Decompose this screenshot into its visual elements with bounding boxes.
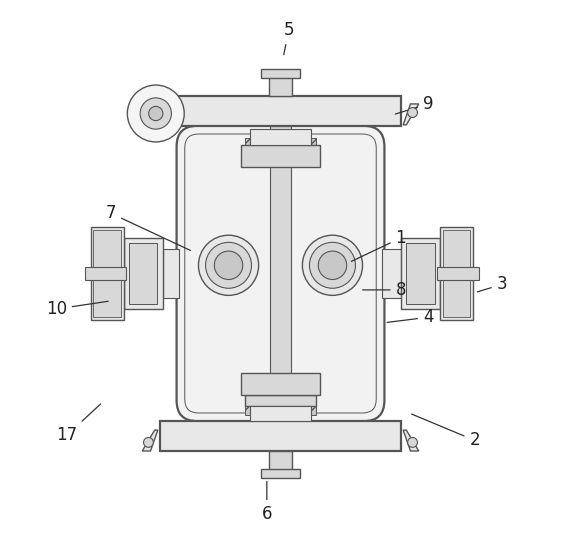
Polygon shape — [403, 430, 419, 451]
Bar — [245, 138, 316, 145]
Bar — [241, 145, 320, 167]
Polygon shape — [403, 104, 419, 125]
Bar — [440, 227, 473, 320]
Bar — [381, 249, 401, 298]
Bar — [123, 238, 163, 309]
Bar — [241, 373, 320, 395]
Text: 4: 4 — [387, 309, 434, 326]
Circle shape — [127, 85, 184, 142]
Text: 1: 1 — [351, 229, 406, 261]
Ellipse shape — [205, 242, 251, 288]
Text: 9: 9 — [396, 95, 434, 114]
Bar — [163, 249, 180, 298]
Polygon shape — [142, 430, 158, 451]
Text: 10: 10 — [45, 300, 108, 318]
Text: 8: 8 — [362, 281, 406, 299]
Polygon shape — [142, 104, 158, 125]
Bar — [245, 406, 316, 415]
Bar — [269, 126, 292, 421]
Text: 5: 5 — [283, 21, 294, 55]
Ellipse shape — [144, 438, 153, 447]
Text: 6: 6 — [261, 481, 272, 523]
Ellipse shape — [140, 98, 172, 129]
Bar — [245, 395, 316, 406]
Bar — [401, 238, 440, 309]
Ellipse shape — [302, 235, 362, 295]
Text: 2: 2 — [412, 414, 480, 449]
Ellipse shape — [144, 108, 153, 118]
Ellipse shape — [408, 108, 417, 118]
Ellipse shape — [214, 251, 243, 280]
Bar — [261, 69, 300, 78]
Ellipse shape — [318, 251, 347, 280]
Ellipse shape — [149, 106, 163, 121]
Bar — [269, 451, 292, 472]
Text: 17: 17 — [57, 404, 100, 444]
Bar — [94, 230, 121, 317]
Ellipse shape — [310, 242, 356, 288]
Bar — [160, 96, 401, 126]
Bar — [245, 145, 316, 161]
Bar — [85, 267, 126, 280]
Text: 3: 3 — [477, 276, 507, 293]
Bar — [91, 227, 123, 320]
Bar — [160, 421, 401, 451]
Bar — [129, 243, 158, 304]
Text: 7: 7 — [105, 205, 191, 251]
Bar — [261, 469, 300, 478]
Bar — [250, 406, 311, 421]
Ellipse shape — [408, 438, 417, 447]
Ellipse shape — [199, 235, 259, 295]
Bar — [250, 129, 311, 145]
FancyBboxPatch shape — [177, 126, 384, 421]
Bar — [438, 267, 479, 280]
Bar — [443, 230, 470, 317]
Bar — [406, 243, 435, 304]
Bar — [269, 75, 292, 96]
